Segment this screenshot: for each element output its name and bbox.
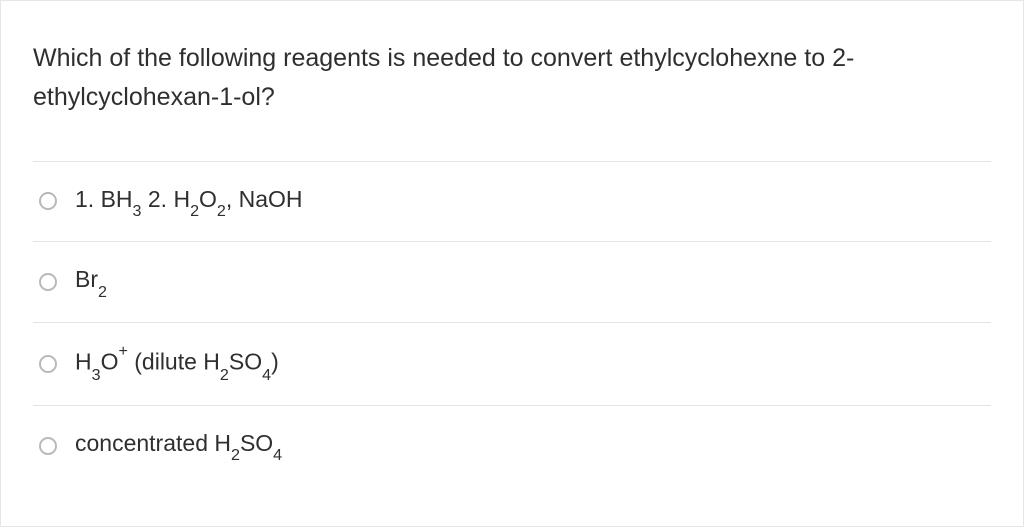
option-label: 1. BH3 2. H2O2, NaOH: [75, 186, 303, 218]
option-row[interactable]: concentrated H2SO4: [33, 405, 991, 486]
radio-button[interactable]: [39, 355, 57, 373]
options-list: 1. BH3 2. H2O2, NaOH Br2 H3O+ (dilute H2SO…: [33, 161, 991, 486]
option-label: concentrated H2SO4: [75, 430, 282, 462]
question-card: Which of the following reagents is neede…: [0, 0, 1024, 527]
radio-button[interactable]: [39, 192, 57, 210]
option-label: H3O+ (dilute H2SO4): [75, 347, 279, 381]
radio-button[interactable]: [39, 273, 57, 291]
radio-button[interactable]: [39, 437, 57, 455]
question-text: Which of the following reagents is neede…: [33, 39, 991, 117]
option-row[interactable]: H3O+ (dilute H2SO4): [33, 322, 991, 405]
option-row[interactable]: 1. BH3 2. H2O2, NaOH: [33, 161, 991, 242]
option-row[interactable]: Br2: [33, 241, 991, 322]
option-label: Br2: [75, 266, 107, 298]
